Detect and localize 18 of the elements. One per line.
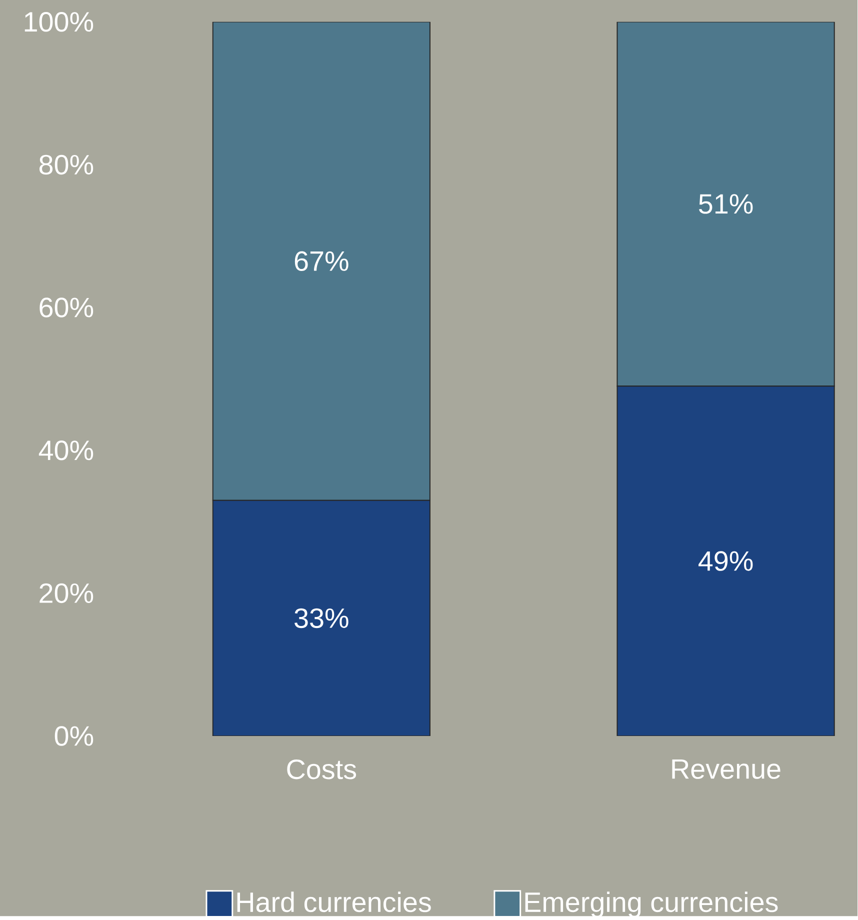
y-tick-label: 20%: [40, 583, 94, 604]
bar: [616, 22, 836, 387]
data-label: 49%: [698, 551, 753, 571]
y-tick-label: 60%: [40, 298, 94, 318]
bar: [616, 386, 836, 736]
y-tick-label: 100%: [25, 12, 94, 32]
legend-label: Hard currencies: [238, 892, 432, 912]
data-label: 33%: [294, 608, 349, 628]
bar: [212, 500, 431, 736]
data-label: 67%: [295, 251, 349, 271]
y-tick-label: 80%: [40, 154, 94, 175]
y-tick-label: 40%: [39, 440, 94, 460]
y-tick-label: 0%: [55, 726, 94, 746]
x-tick-label: Costs: [287, 759, 356, 780]
legend-label: Emerging currencies: [526, 892, 778, 918]
data-label: 51%: [699, 194, 753, 214]
x-tick-label: Revenue: [672, 759, 781, 779]
bar: [212, 22, 431, 501]
